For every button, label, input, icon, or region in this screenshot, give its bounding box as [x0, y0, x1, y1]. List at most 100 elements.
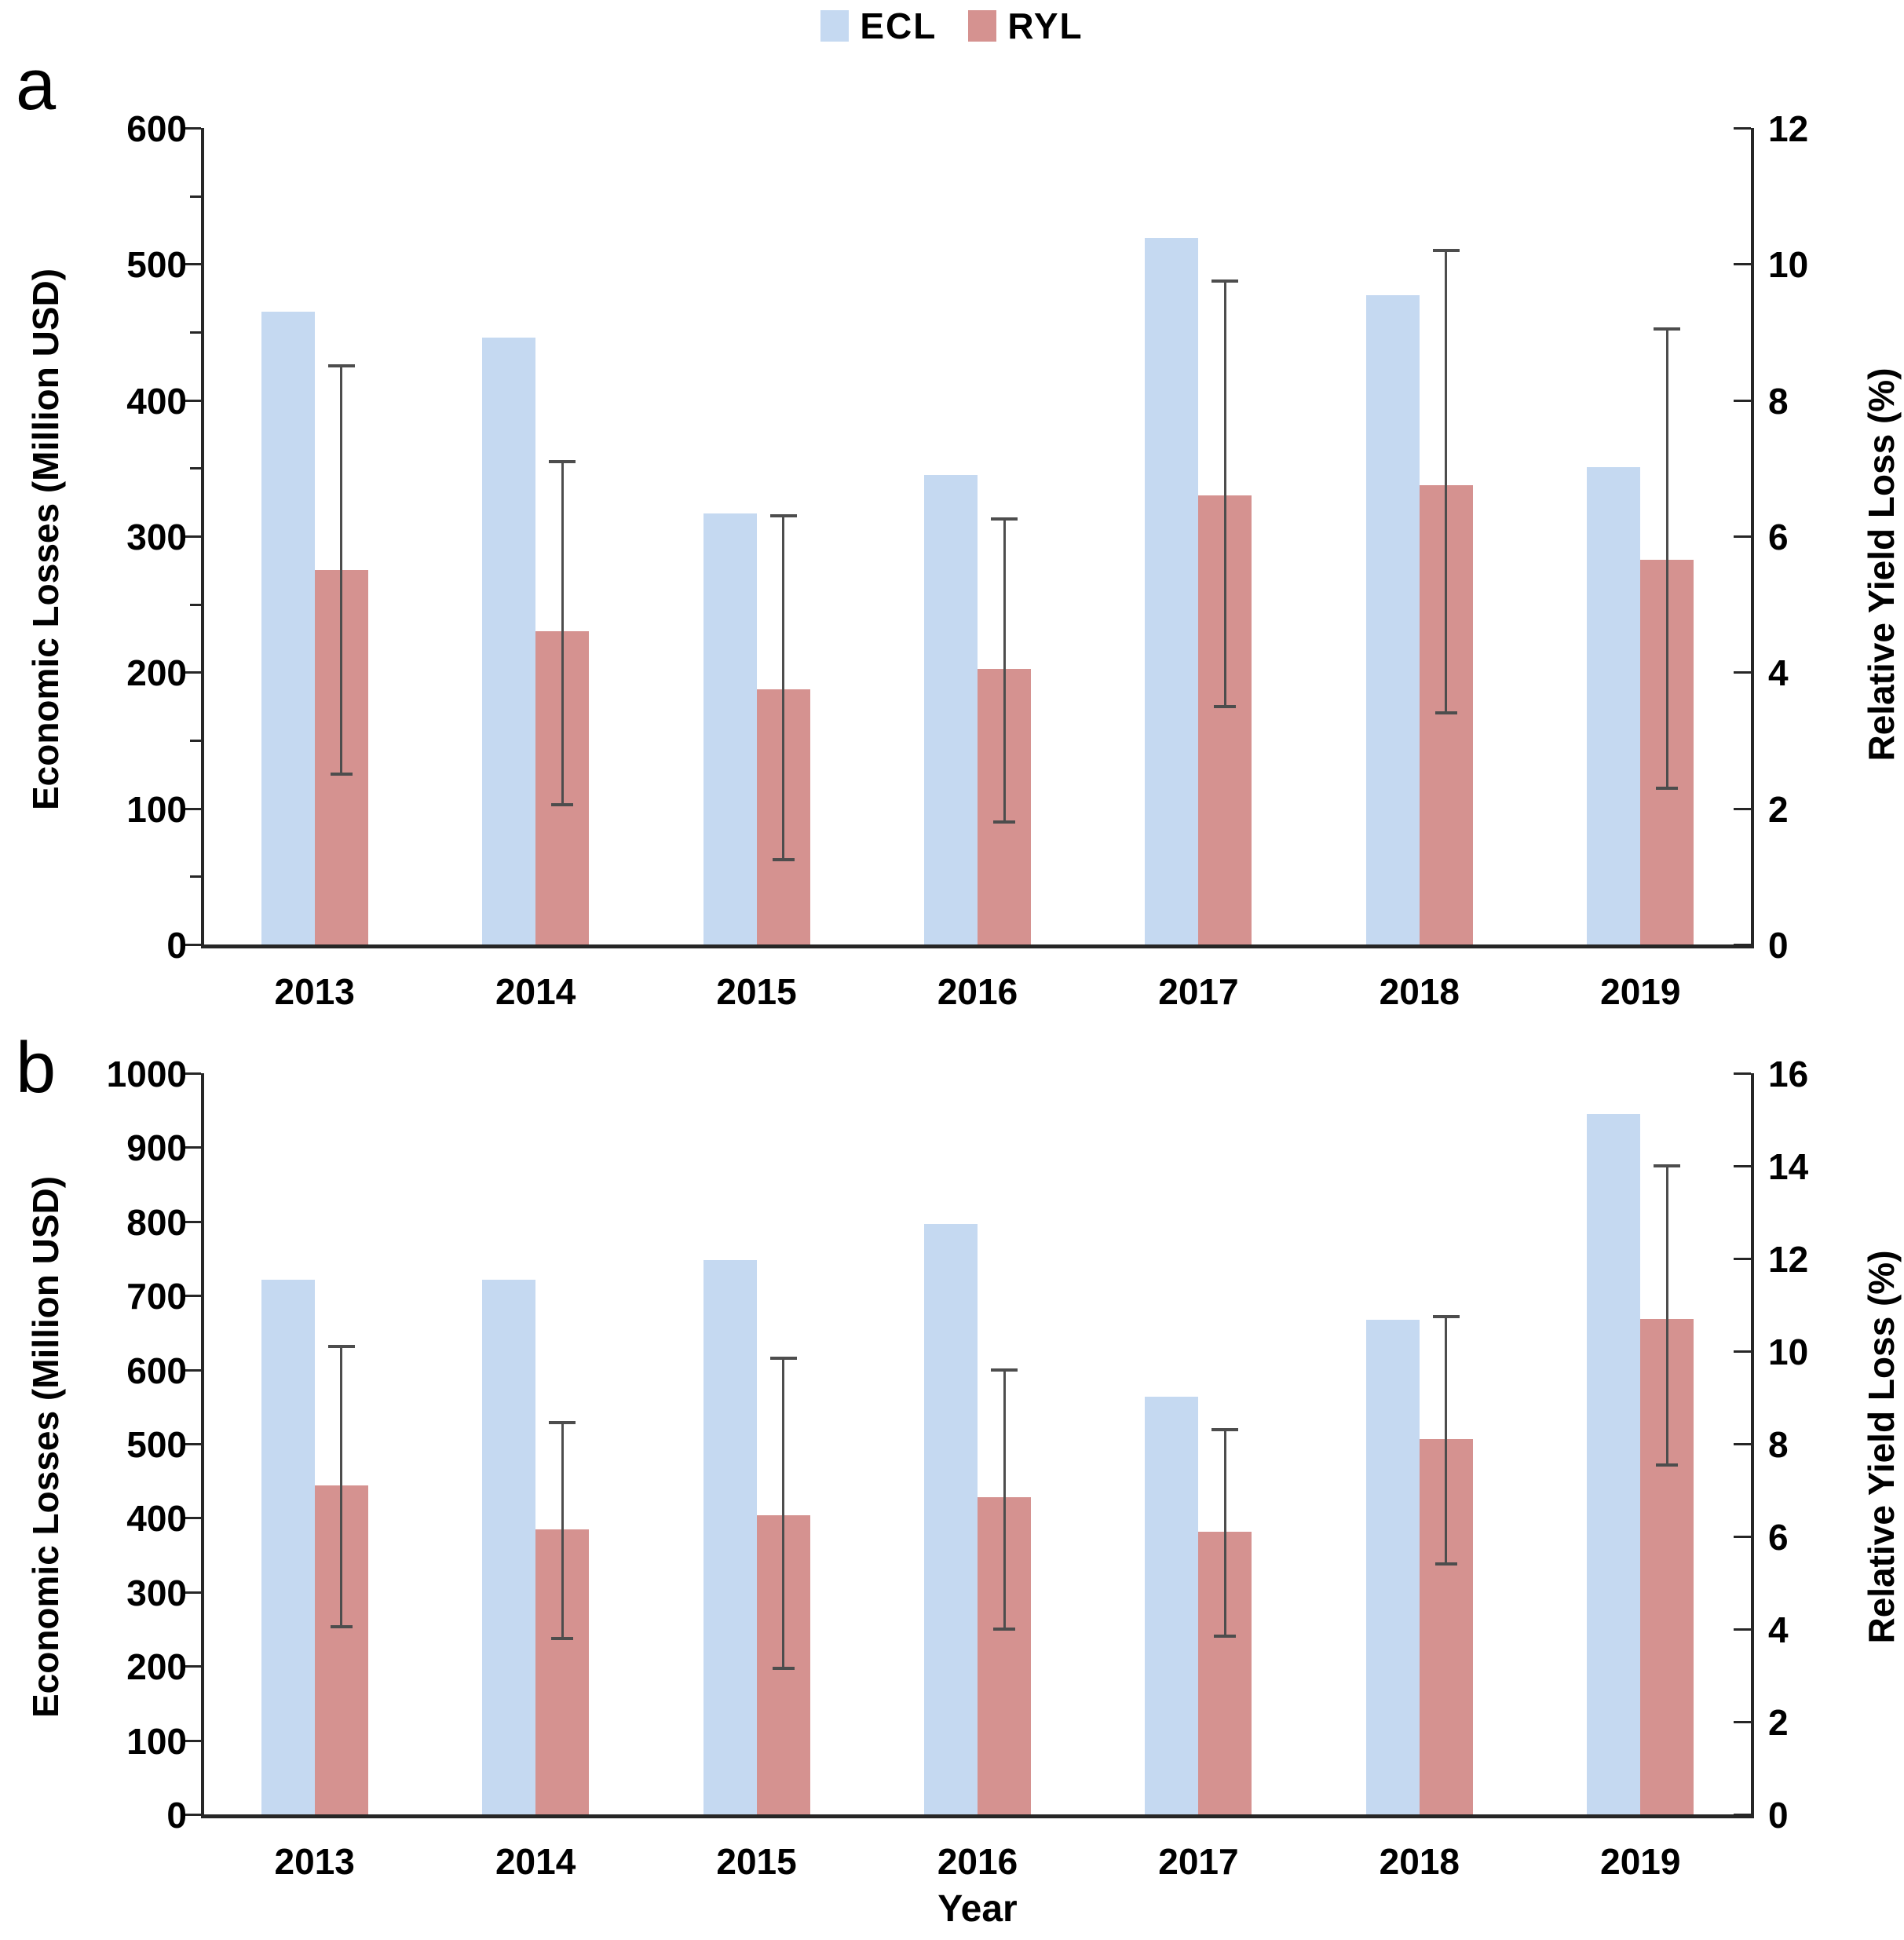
right-axis-tick — [1734, 1165, 1751, 1167]
ecl-bar-2017 — [1145, 238, 1199, 944]
right-axis-tick — [1734, 671, 1751, 674]
right-axis-tick — [1734, 1350, 1751, 1353]
ryl-error-bar-2017 — [1223, 1430, 1226, 1636]
left-axis-tick-label: 700 — [126, 1276, 187, 1317]
ryl-error-bar-2013 — [340, 1346, 343, 1628]
left-axis-tick — [182, 399, 201, 402]
right-axis-line — [1751, 128, 1754, 948]
left-axis-tick-label: 200 — [126, 652, 187, 694]
panel-a-letter: a — [16, 45, 57, 125]
left-axis-tick-label: 0 — [166, 925, 187, 966]
left-axis-tick — [182, 1517, 201, 1520]
ryl-error-bar-2015 — [782, 516, 785, 860]
right-axis-tick-label: 0 — [1768, 925, 1789, 966]
left-axis-tick-label: 600 — [126, 108, 187, 149]
ryl-error-bar-2019 — [1665, 1166, 1668, 1465]
legend-item-ryl: RYL — [968, 5, 1083, 47]
left-axis-minor-tick — [190, 331, 201, 334]
ecl-bar-2019 — [1587, 466, 1641, 944]
x-tick-label-2017: 2017 — [1158, 971, 1239, 1012]
right-axis-tick-label: 4 — [1768, 1609, 1789, 1650]
x-tick-label-2016: 2016 — [937, 971, 1018, 1012]
ryl-error-bar-2016 — [1003, 1369, 1006, 1629]
left-axis-minor-tick — [190, 467, 201, 470]
ryl-error-cap-top-2017 — [1211, 279, 1239, 283]
left-axis-tick — [182, 1591, 201, 1594]
ryl-error-cap-bottom-2015 — [772, 1667, 795, 1671]
ryl-error-cap-bottom-2016 — [993, 1628, 1015, 1631]
x-axis-line — [201, 944, 1754, 948]
panel-b-letter: b — [16, 1028, 57, 1108]
right-axis-tick-label: 0 — [1768, 1795, 1789, 1836]
right-axis-tick — [1734, 1258, 1751, 1260]
right-axis-tick-label: 14 — [1768, 1146, 1809, 1187]
ecl-bar-2019 — [1587, 1113, 1641, 1814]
left-axis-tick-label: 400 — [126, 380, 187, 422]
left-axis-tick-label: 200 — [126, 1646, 187, 1688]
right-axis-tick — [1734, 263, 1751, 266]
left-axis-tick — [182, 671, 201, 674]
left-axis-tick — [182, 1220, 201, 1223]
left-axis-tick-label: 100 — [126, 1720, 187, 1762]
right-axis-tick-label: 6 — [1768, 517, 1789, 557]
left-axis-tick — [182, 944, 201, 946]
x-tick-label-2018: 2018 — [1379, 1841, 1460, 1882]
right-axis-tick — [1734, 1536, 1751, 1538]
x-tick-label-2014: 2014 — [495, 1841, 576, 1882]
x-tick-label-2015: 2015 — [716, 971, 797, 1012]
x-tick-label-2019: 2019 — [1600, 971, 1681, 1012]
x-tick-label-2014: 2014 — [495, 971, 576, 1012]
left-axis-tick — [182, 1665, 201, 1668]
ecl-bar-2014 — [482, 1280, 536, 1814]
left-axis-minor-tick — [190, 875, 201, 879]
ryl-error-cap-top-2017 — [1211, 1428, 1239, 1432]
right-axis-tick-label: 4 — [1768, 652, 1789, 694]
left-axis-tick — [182, 535, 201, 538]
x-tick-label-2018: 2018 — [1379, 971, 1460, 1012]
left-axis-tick — [182, 263, 201, 266]
ryl-error-cap-top-2016 — [991, 1368, 1018, 1372]
ecl-bar-2015 — [703, 513, 757, 944]
right-axis-tick — [1734, 1443, 1751, 1445]
ryl-error-cap-top-2016 — [991, 517, 1018, 521]
left-axis-tick — [182, 1072, 201, 1075]
right-axis-tick — [1734, 1721, 1751, 1723]
left-axis-tick — [182, 127, 201, 130]
ryl-error-cap-bottom-2013 — [330, 773, 353, 776]
ryl-error-cap-bottom-2019 — [1656, 786, 1679, 790]
left-axis-tick — [182, 1295, 201, 1298]
left-axis-tick-label: 0 — [166, 1795, 187, 1836]
right-axis-tick — [1734, 1814, 1751, 1816]
right-axis-tick-label: 2 — [1768, 788, 1789, 830]
ryl-error-bar-2017 — [1223, 281, 1226, 707]
ecl-swatch-icon — [820, 10, 850, 42]
ryl-error-cap-bottom-2017 — [1214, 1634, 1237, 1638]
left-axis-tick-label: 300 — [126, 517, 187, 557]
left-axis-tick — [182, 1739, 201, 1742]
left-axis-tick-label: 400 — [126, 1498, 187, 1540]
ryl-error-cap-bottom-2015 — [772, 857, 795, 861]
x-axis-line — [201, 1814, 1754, 1818]
left-axis-tick-label: 100 — [126, 788, 187, 830]
panel-b-plot-area: 0 100 200 300 400 500 600 700 800 900 1000 0 2 4 6 8 10 1… — [107, 1056, 1809, 1880]
ryl-error-cap-top-2018 — [1432, 249, 1460, 252]
right-axis-tick-label: 16 — [1768, 1054, 1809, 1094]
legend-label-ryl: RYL — [1007, 5, 1084, 46]
left-axis-tick-label: 500 — [126, 1424, 187, 1465]
ecl-bar-2014 — [482, 337, 536, 944]
ryl-error-cap-bottom-2018 — [1434, 711, 1457, 715]
right-axis-tick-label: 8 — [1768, 1424, 1789, 1465]
ecl-bar-2017 — [1145, 1396, 1199, 1814]
right-axis-tick — [1734, 944, 1751, 946]
ryl-error-cap-bottom-2014 — [551, 1636, 574, 1640]
left-axis-tick-label: 600 — [126, 1350, 187, 1391]
left-axis-tick-label: 500 — [126, 244, 187, 286]
left-axis-minor-tick — [190, 603, 201, 606]
x-tick-label-2016: 2016 — [937, 1841, 1018, 1882]
ryl-error-cap-top-2013 — [327, 364, 355, 368]
ryl-error-bar-2018 — [1445, 250, 1448, 714]
ryl-error-cap-top-2019 — [1654, 1164, 1681, 1167]
ryl-error-cap-bottom-2019 — [1656, 1463, 1679, 1467]
ryl-error-cap-top-2014 — [549, 1421, 576, 1425]
